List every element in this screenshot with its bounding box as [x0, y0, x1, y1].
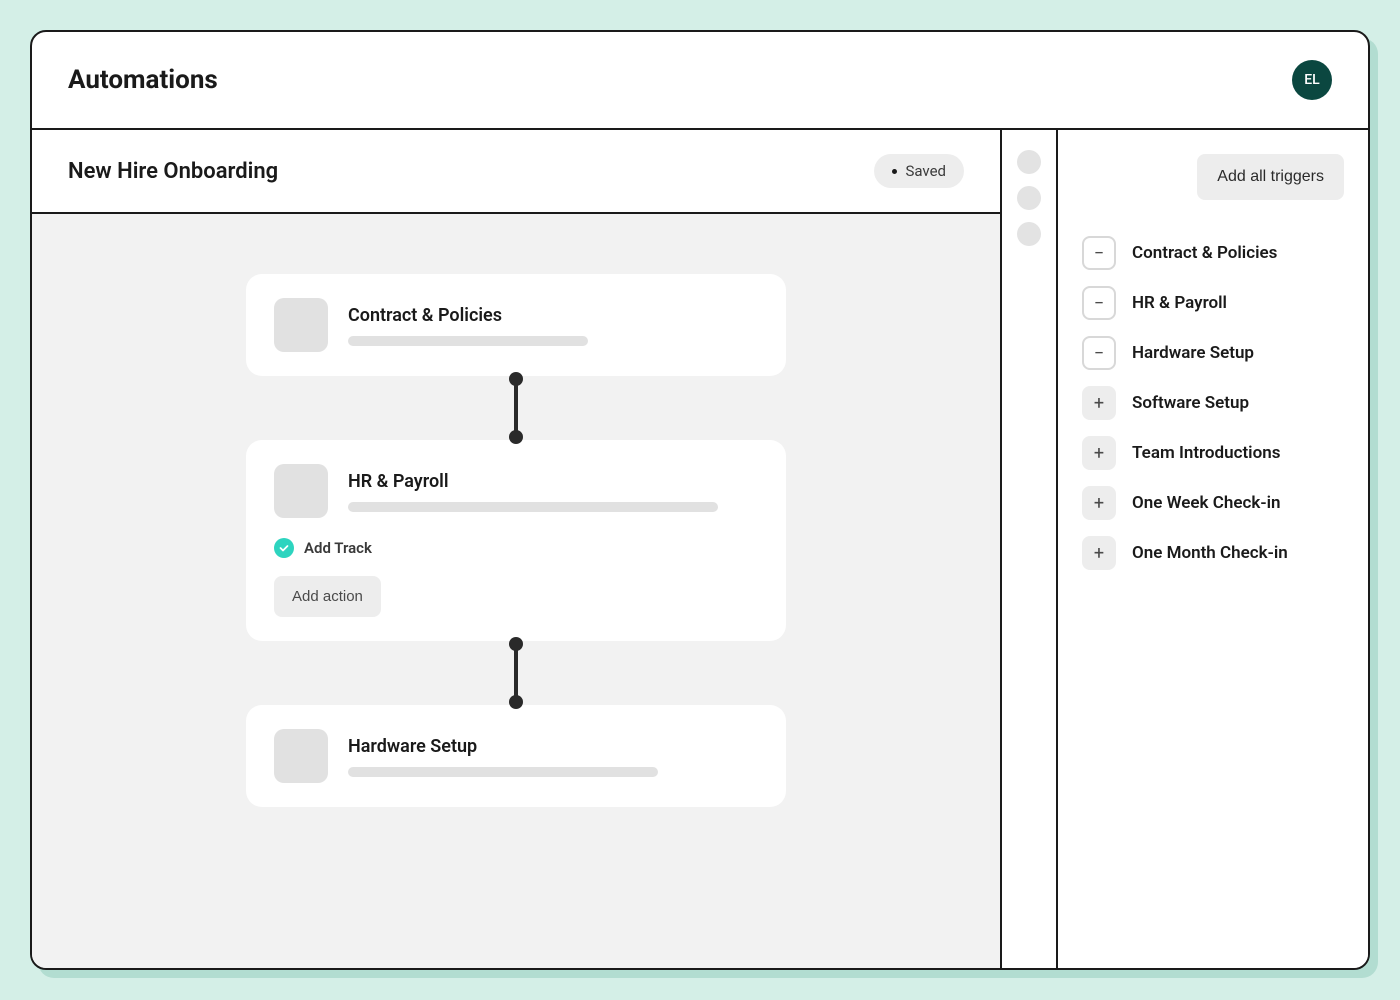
step-content: HR & Payroll	[348, 471, 758, 512]
flow-step-card[interactable]: HR & Payroll Add Track Add action	[246, 440, 786, 641]
header-bar: Automations EL	[32, 32, 1368, 130]
trigger-item[interactable]: −Contract & Policies	[1082, 236, 1344, 270]
step-title: HR & Payroll	[348, 471, 758, 492]
aux-column	[1002, 130, 1058, 968]
saved-status-badge: Saved	[874, 154, 964, 188]
body-layout: New Hire Onboarding Saved Contract & Pol…	[32, 130, 1368, 968]
trigger-item[interactable]: + Team Introductions	[1082, 436, 1344, 470]
step-description-placeholder	[348, 502, 718, 512]
trigger-item[interactable]: −HR & Payroll	[1082, 286, 1344, 320]
add-track-label: Add Track	[304, 539, 372, 557]
automation-title: New Hire Onboarding	[68, 159, 278, 184]
aux-indicator-dot[interactable]	[1017, 186, 1041, 210]
remove-trigger-button[interactable]: −	[1082, 336, 1116, 370]
check-circle-icon	[274, 538, 294, 558]
add-track-row[interactable]: Add Track	[274, 532, 758, 558]
remove-trigger-button[interactable]: −	[1082, 286, 1116, 320]
app-window: Automations EL New Hire Onboarding Saved…	[30, 30, 1370, 970]
add-all-triggers-button[interactable]: Add all triggers	[1197, 154, 1344, 200]
saved-dot-icon	[892, 169, 897, 174]
trigger-label: Contract & Policies	[1132, 243, 1277, 263]
step-description-placeholder	[348, 336, 588, 346]
flow-container: Contract & Policies HR & Payroll Add Track…	[246, 274, 786, 807]
flow-connector	[514, 376, 518, 440]
step-row: Hardware Setup	[274, 729, 758, 783]
page-title: Automations	[68, 65, 218, 95]
add-action-button[interactable]: Add action	[274, 576, 381, 617]
trigger-item[interactable]: + One Month Check-in	[1082, 536, 1344, 570]
flow-connector	[514, 641, 518, 705]
trigger-list: −Contract & Policies−HR & Payroll−Hardwa…	[1082, 236, 1344, 570]
step-content: Hardware Setup	[348, 736, 758, 777]
user-avatar[interactable]: EL	[1292, 60, 1332, 100]
step-thumbnail	[274, 464, 328, 518]
flow-step-card[interactable]: Contract & Policies	[246, 274, 786, 376]
add-trigger-button[interactable]: +	[1082, 486, 1116, 520]
trigger-item[interactable]: −Hardware Setup	[1082, 336, 1344, 370]
remove-trigger-button[interactable]: −	[1082, 236, 1116, 270]
aux-indicator-dot[interactable]	[1017, 222, 1041, 246]
step-row: Contract & Policies	[274, 298, 758, 352]
flow-step-card[interactable]: Hardware Setup	[246, 705, 786, 807]
step-content: Contract & Policies	[348, 305, 758, 346]
main-column: New Hire Onboarding Saved Contract & Pol…	[32, 130, 1002, 968]
add-trigger-button[interactable]: +	[1082, 536, 1116, 570]
subheader-bar: New Hire Onboarding Saved	[32, 130, 1000, 214]
trigger-label: Team Introductions	[1132, 443, 1280, 463]
trigger-label: HR & Payroll	[1132, 293, 1227, 313]
add-trigger-button[interactable]: +	[1082, 386, 1116, 420]
step-description-placeholder	[348, 767, 658, 777]
step-title: Contract & Policies	[348, 305, 758, 326]
step-thumbnail	[274, 298, 328, 352]
aux-indicator-dot[interactable]	[1017, 150, 1041, 174]
flow-canvas: Contract & Policies HR & Payroll Add Track…	[32, 214, 1000, 968]
trigger-label: One Week Check-in	[1132, 493, 1280, 513]
trigger-label: One Month Check-in	[1132, 543, 1288, 563]
step-title: Hardware Setup	[348, 736, 758, 757]
trigger-item[interactable]: + One Week Check-in	[1082, 486, 1344, 520]
trigger-item[interactable]: + Software Setup	[1082, 386, 1344, 420]
step-row: HR & Payroll	[274, 464, 758, 518]
step-thumbnail	[274, 729, 328, 783]
trigger-label: Hardware Setup	[1132, 343, 1254, 363]
triggers-panel: Add all triggers −Contract & Policies−HR…	[1058, 130, 1368, 968]
trigger-label: Software Setup	[1132, 393, 1249, 413]
add-trigger-button[interactable]: +	[1082, 436, 1116, 470]
saved-status-label: Saved	[905, 162, 946, 180]
